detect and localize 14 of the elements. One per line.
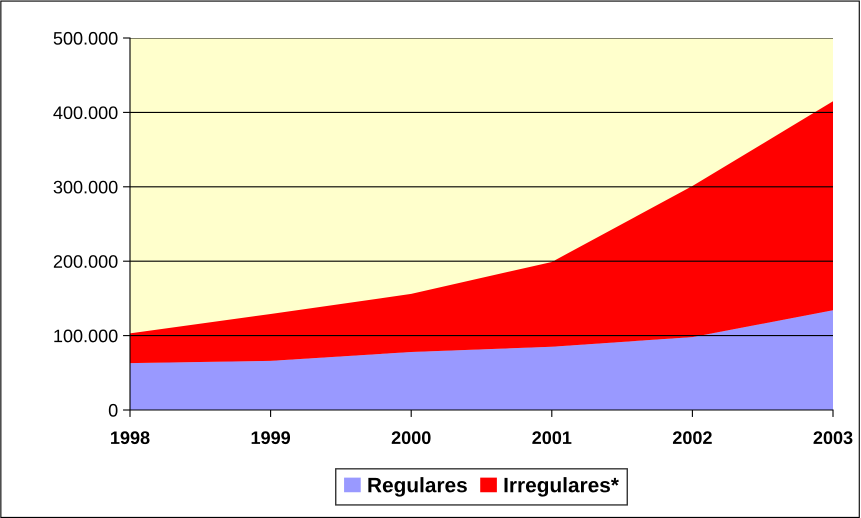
x-tick-label: 1998 <box>111 431 150 444</box>
y-tick-label: 200.000 <box>54 255 118 268</box>
x-tick-label: 1999 <box>252 431 290 444</box>
x-tick-label: 2001 <box>532 431 572 444</box>
x-tick-label: 2003 <box>814 431 852 444</box>
x-tick-label: 2000 <box>392 431 431 444</box>
legend-label: Regulares <box>368 477 467 497</box>
y-tick-label: 0 <box>108 404 118 417</box>
y-tick-label: 500.000 <box>54 32 118 45</box>
y-tick-label: 400.000 <box>53 106 118 120</box>
legend-label: Irregulares* <box>504 477 619 497</box>
y-tick-label: 100.000 <box>54 330 118 342</box>
x-tick-label: 2002 <box>672 431 712 444</box>
y-tick-label: 300.000 <box>54 180 118 194</box>
